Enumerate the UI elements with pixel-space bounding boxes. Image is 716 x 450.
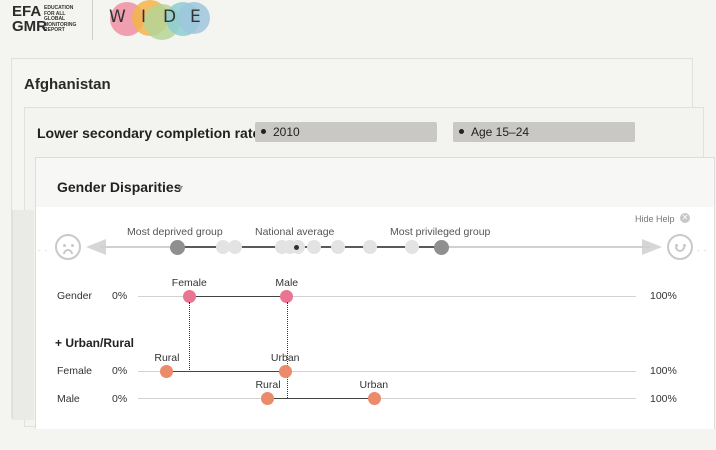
male-row-label: Male (57, 393, 80, 405)
male-urban-label: Urban (359, 379, 389, 391)
wide-logo[interactable]: W I D E (108, 0, 218, 40)
scale-left-dashes: - - (38, 246, 49, 255)
card-stack-edge (12, 210, 34, 420)
urban-rural-toggle[interactable]: + Urban/Rural (55, 336, 135, 350)
wide-circle-blue (178, 2, 210, 34)
age-select-value: Age 15–24 (471, 125, 530, 139)
female-axis (138, 371, 636, 372)
arrow-left-icon (86, 239, 106, 255)
female-row-label: Female (57, 365, 93, 377)
close-icon[interactable]: ✕ (680, 213, 690, 223)
arrow-right-icon (642, 239, 662, 255)
female-urban-label: Urban (270, 352, 300, 364)
scale-dot (228, 240, 242, 254)
bullet-icon (459, 129, 464, 135)
scale-right-dashes: - - (697, 246, 708, 255)
national-average-label: National average (255, 226, 335, 238)
wide-letter-i: I (141, 7, 147, 27)
most-privileged-label: Most privileged group (390, 226, 491, 238)
male-urban-dot[interactable] (367, 392, 381, 405)
gender-min-label: 0% (112, 290, 128, 302)
male-connector (286, 302, 288, 398)
gender-max-label: 100% (650, 290, 677, 302)
most-deprived-dot (170, 240, 185, 255)
female-min-label: 0% (112, 365, 128, 377)
wide-letter-d: D (163, 7, 177, 27)
happy-face-left-eye (675, 244, 678, 247)
male-rural-label: Rural (255, 379, 281, 391)
sad-face-right-eye (71, 244, 74, 247)
male-axis (138, 398, 636, 399)
efa-gmr-logo[interactable]: EFA GMR EDUCATION FOR ALL GLOBAL MONITORI… (10, 4, 90, 40)
most-deprived-label: Most deprived group (127, 226, 223, 238)
happy-face-icon (667, 234, 693, 260)
gender-gap-line (189, 296, 287, 297)
gender-male-dot[interactable] (280, 290, 294, 303)
scale-dot (307, 240, 321, 254)
gender-disparities-title[interactable]: Gender Disparities (57, 179, 182, 195)
wide-letter-w: W (109, 7, 126, 27)
gender-female-dot[interactable] (182, 290, 196, 303)
female-connector (189, 302, 191, 370)
scale-dot (216, 240, 230, 254)
female-rural-dot[interactable] (160, 365, 174, 378)
scale-dot (331, 240, 345, 254)
male-min-label: 0% (112, 393, 128, 405)
wide-letter-e: E (190, 7, 201, 27)
happy-face-mouth (675, 247, 685, 252)
male-max-label: 100% (650, 393, 677, 405)
sad-face-left-eye (63, 244, 66, 247)
gender-row-label: Gender (57, 290, 93, 302)
sad-face-mouth (63, 249, 73, 254)
bullet-icon (261, 129, 266, 135)
efa-gmr-logo-text: EFA GMR (12, 3, 47, 35)
age-select[interactable]: Age 15–24 (453, 122, 635, 142)
female-urban-dot[interactable] (278, 365, 292, 378)
indicator-title: Lower secondary completion rate (37, 125, 261, 141)
year-select[interactable]: 2010 (255, 122, 437, 142)
gender-axis (138, 296, 636, 297)
country-title: Afghanistan (24, 76, 111, 93)
scale-dot (405, 240, 419, 254)
gender-male-label: Male (275, 277, 299, 289)
male-gap-line (267, 398, 375, 399)
efa-gmr-logo-caption: EDUCATION FOR ALL GLOBAL MONITORING REPO… (44, 5, 77, 34)
male-rural-dot[interactable] (261, 392, 275, 405)
header: EFA GMR EDUCATION FOR ALL GLOBAL MONITORI… (0, 0, 716, 48)
national-average-dot (294, 245, 299, 250)
header-divider (92, 0, 93, 40)
female-rural-label: Rural (154, 352, 180, 364)
happy-face-right-eye (683, 244, 686, 247)
chevron-down-icon[interactable]: ▼ (176, 183, 185, 193)
female-gap-line (166, 371, 286, 372)
scale-dot (363, 240, 377, 254)
gender-female-label: Female (171, 277, 207, 289)
most-privileged-dot (434, 240, 449, 255)
female-max-label: 100% (650, 365, 677, 377)
sad-face-icon (55, 234, 81, 260)
year-select-value: 2010 (273, 125, 300, 139)
hide-help-link[interactable]: Hide Help (635, 214, 675, 224)
